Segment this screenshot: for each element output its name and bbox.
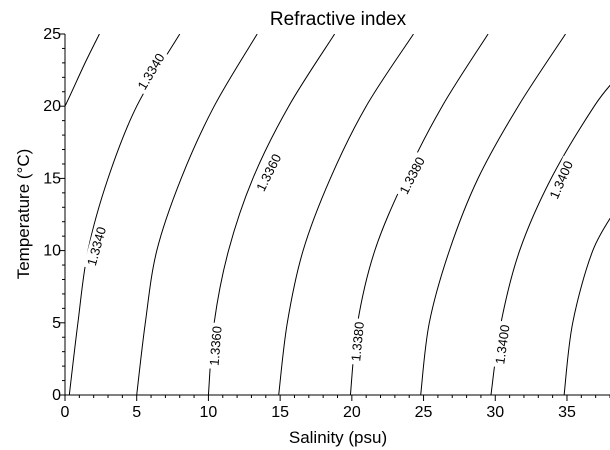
contour-label-3-0: 1.3360 [206, 322, 225, 370]
contour-line-4 [278, 34, 414, 395]
x-tick-label: 0 [61, 404, 70, 421]
x-tick-label: 15 [271, 404, 289, 421]
contour-label-text: 1.3400 [492, 324, 512, 365]
contour-line-5 [349, 34, 489, 395]
contour-label-text: 1.3340 [134, 51, 167, 93]
x-tick-label: 5 [132, 404, 141, 421]
contour-line-2 [136, 34, 258, 395]
x-tick-label: 30 [486, 404, 504, 421]
y-tick-label: 20 [43, 98, 61, 115]
contour-label-1-1: 1.3340 [132, 47, 170, 96]
x-tick-label: 25 [415, 404, 433, 421]
y-tick-label: 5 [52, 315, 61, 332]
x-tick-label: 35 [558, 404, 576, 421]
contour-lines [65, 34, 610, 395]
contour-label-text: 1.3360 [253, 151, 284, 193]
x-axis-ticks: 0 5 10 15 20 25 30 35 [61, 395, 610, 421]
contour-label-5-1: 1.3380 [394, 151, 430, 200]
contour-label-7-0: 1.3400 [491, 320, 514, 369]
contour-line-0 [65, 34, 100, 108]
y-tick-label: 10 [43, 243, 61, 260]
x-axis-label: Salinity (psu) [289, 428, 387, 447]
x-tick-label: 20 [343, 404, 361, 421]
contour-label-3-1: 1.3360 [251, 148, 286, 197]
y-tick-label: 15 [43, 170, 61, 187]
chart-title: Refractive index [270, 9, 407, 30]
contour-line-1 [68, 34, 181, 395]
x-tick-label: 10 [200, 404, 218, 421]
contour-labels: 1.3340 1.3340 1.3360 1.3360 1.3380 1.3380 1.34… [83, 47, 578, 370]
y-axis-label: Temperature (°C) [14, 149, 33, 280]
contour-label-text: 1.3360 [207, 325, 225, 366]
contour-label-text: 1.3380 [396, 154, 428, 196]
contour-label-text: 1.3340 [84, 225, 109, 267]
contour-label-5-0: 1.3380 [347, 317, 368, 366]
contour-line-8 [563, 217, 610, 395]
y-axis-ticks: 0 5 10 15 20 25 [43, 26, 65, 404]
y-tick-label: 25 [43, 26, 61, 43]
contour-label-1-0: 1.3340 [83, 222, 110, 271]
y-tick-label: 0 [52, 387, 61, 404]
contour-label-text: 1.3380 [348, 321, 367, 362]
contour-line-6 [420, 34, 566, 395]
